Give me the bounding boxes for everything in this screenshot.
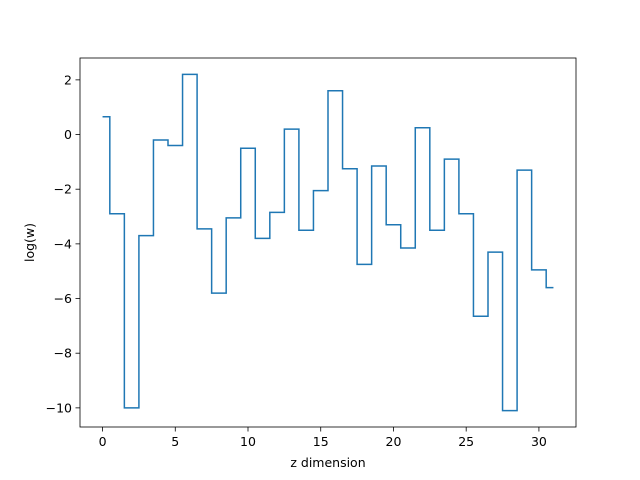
x-tick-label: 0 <box>99 434 107 449</box>
y-tick-label: 2 <box>64 72 72 87</box>
y-tick-label: −2 <box>54 182 72 197</box>
x-tick-label: 25 <box>458 434 474 449</box>
y-tick-label: −6 <box>54 291 72 306</box>
plot-area-frame <box>79 57 577 428</box>
y-tick-label: 0 <box>64 127 72 142</box>
series-step-line <box>102 73 554 412</box>
x-axis-label: z dimension <box>290 455 365 470</box>
y-tick-label: −10 <box>46 400 72 415</box>
x-tick-label: 10 <box>240 434 256 449</box>
x-tick-label: 15 <box>313 434 329 449</box>
y-axis-label: log(w) <box>22 223 37 262</box>
y-axis-ticks: 2 0 −2 −4 −6 −8 −10 <box>46 72 80 415</box>
y-tick-label: −4 <box>54 236 72 251</box>
x-tick-label: 5 <box>171 434 179 449</box>
x-axis-ticks: 0 5 10 15 20 25 30 <box>99 427 547 449</box>
y-tick-label: −8 <box>54 346 72 361</box>
x-tick-label: 30 <box>531 434 547 449</box>
x-tick-label: 20 <box>386 434 402 449</box>
